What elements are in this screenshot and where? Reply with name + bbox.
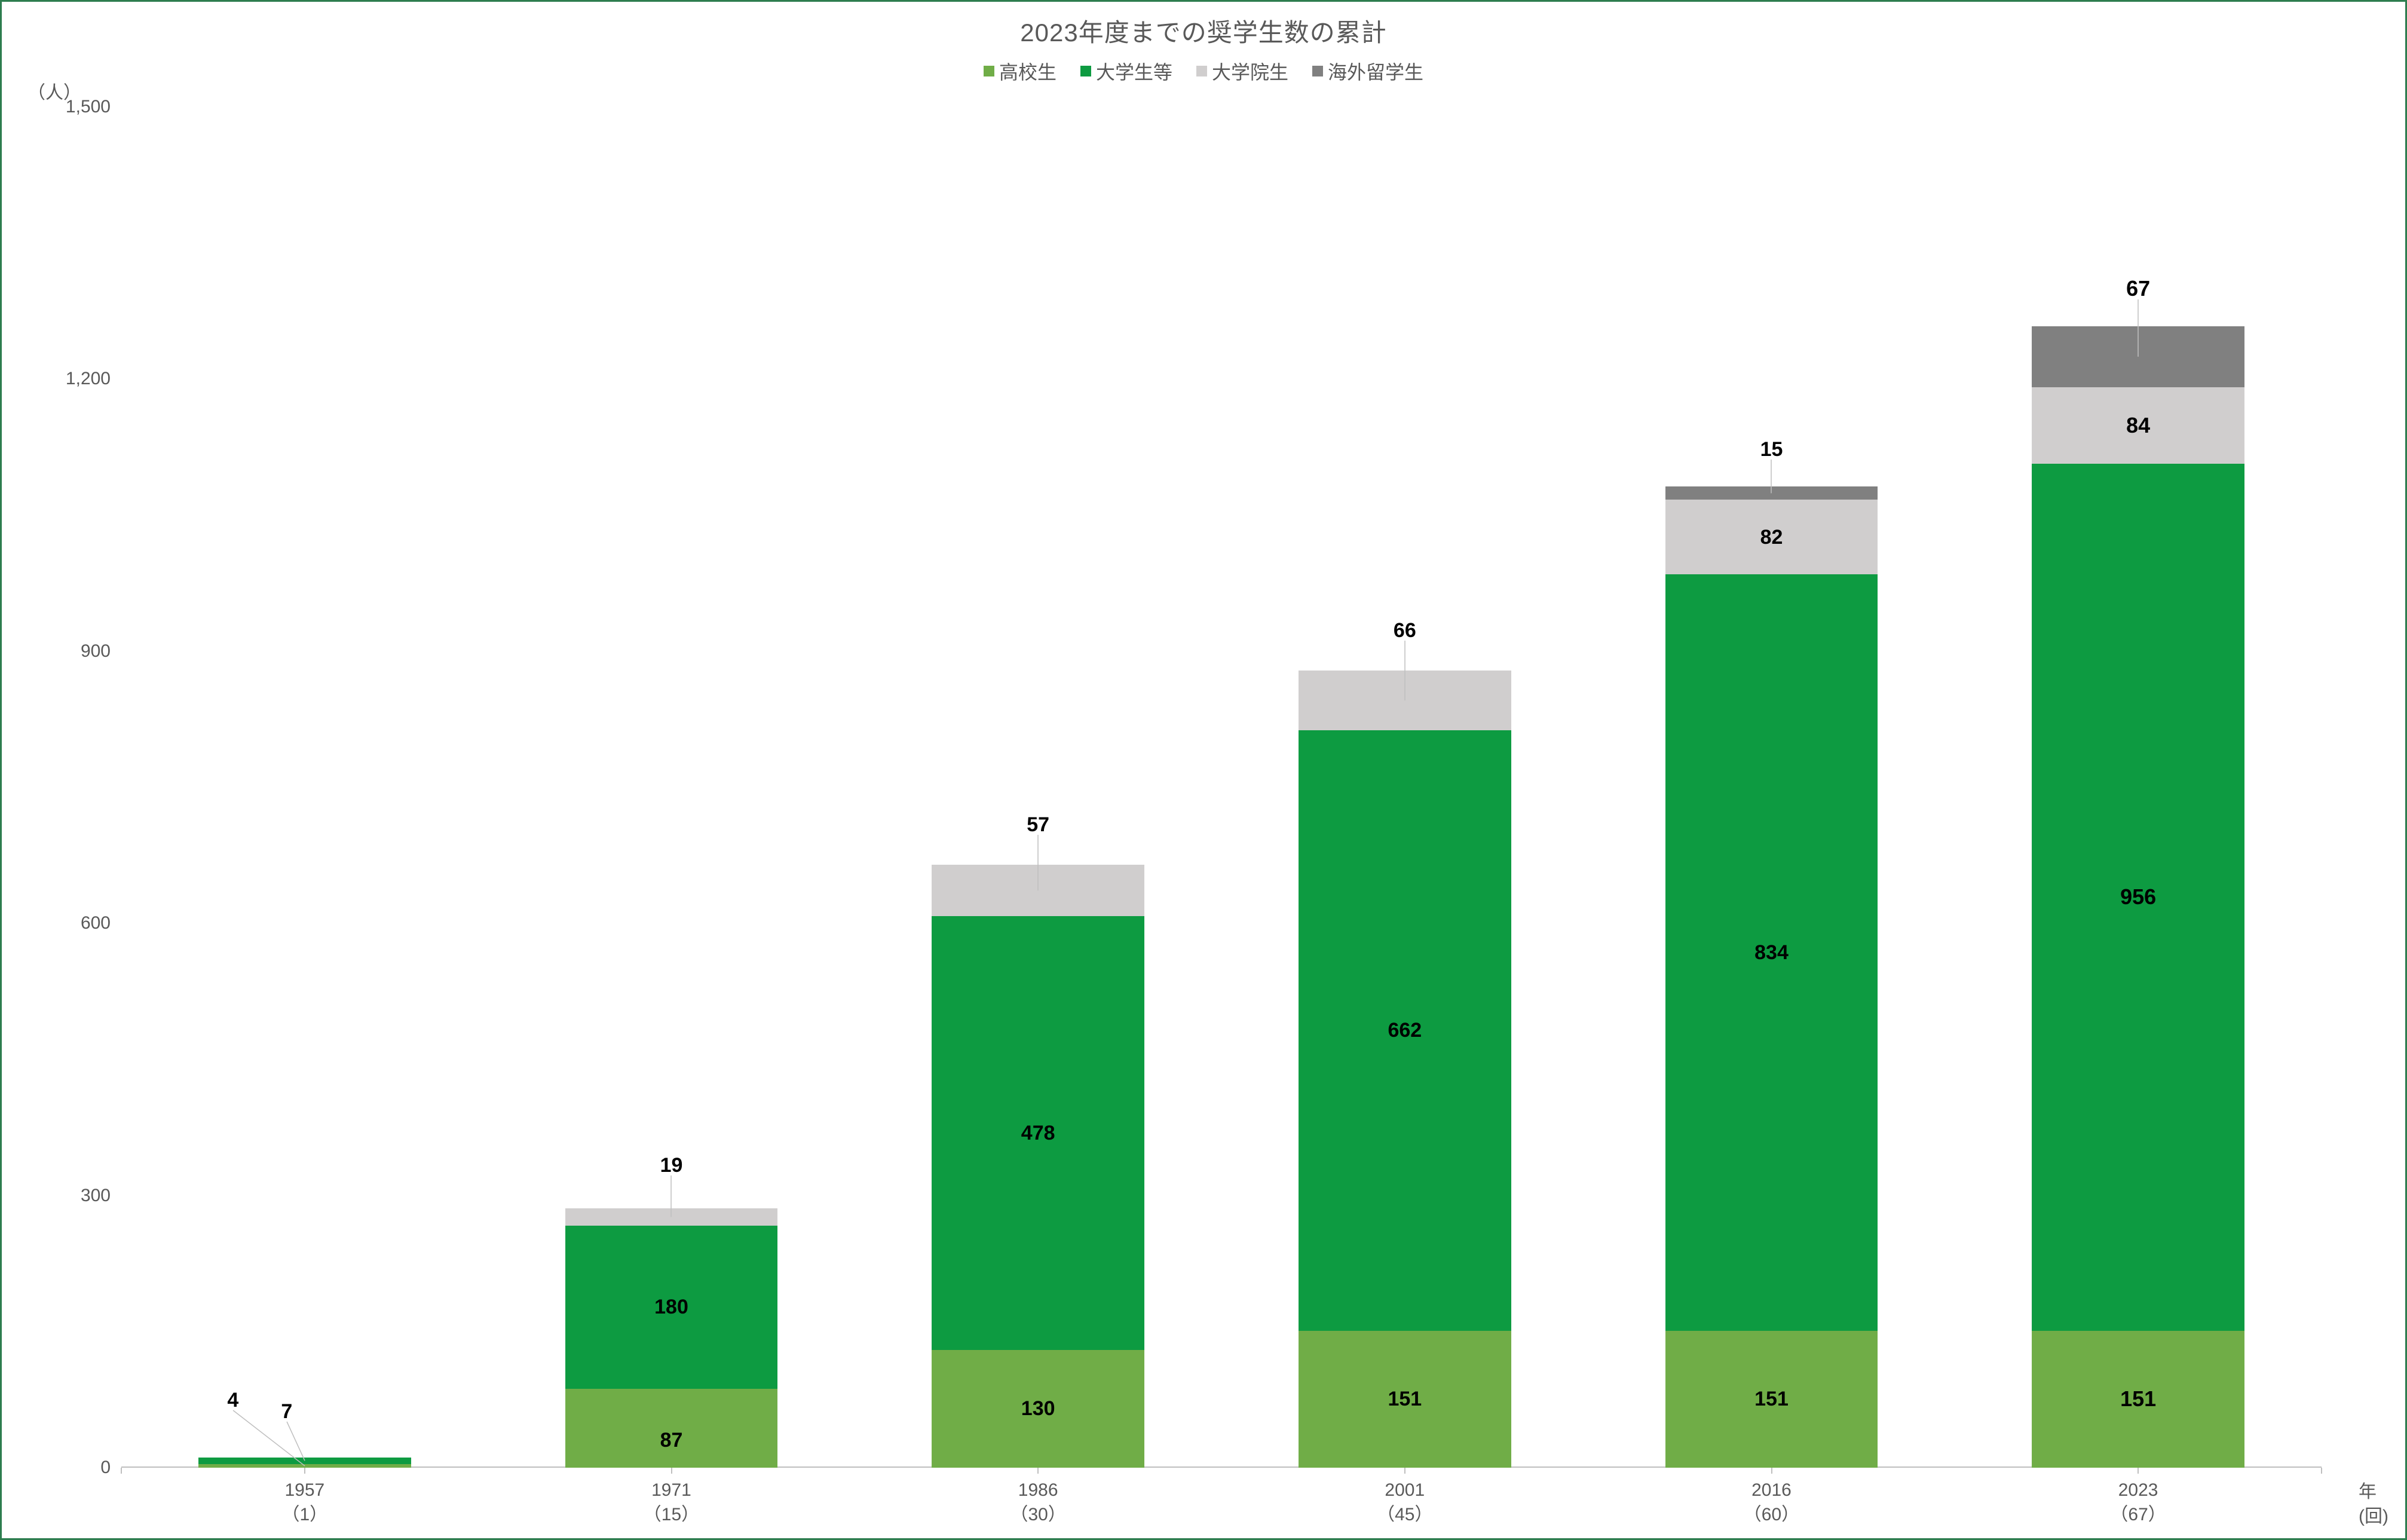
value-callout: 66 (1394, 620, 1416, 641)
bar: 1518348215 (1665, 486, 1878, 1468)
bar-segment (1299, 730, 1511, 1331)
x-tick (1771, 1468, 1772, 1474)
x-tick (304, 1468, 305, 1474)
bar-segment (1665, 500, 1878, 574)
legend-label: 海外留学生 (1328, 57, 1423, 85)
bar-segment (932, 1350, 1144, 1468)
y-tick-label: 600 (81, 913, 121, 933)
bar-segment (2032, 1331, 2244, 1468)
y-tick-label: 900 (81, 641, 121, 662)
bar-segment (198, 1458, 411, 1464)
chart-plot: 4787180191304785715166266151834821515195… (121, 109, 2322, 1468)
x-axis-year: 2023 (1955, 1478, 2322, 1503)
x-axis-round: （15） (488, 1503, 855, 1527)
bar-segment (1299, 1331, 1511, 1468)
legend-label: 大学生等 (1096, 57, 1172, 85)
y-tick-label: 1,500 (66, 97, 121, 117)
x-axis-label: 2016（60） (1588, 1478, 1955, 1538)
x-axis-label: 1971（15） (488, 1478, 855, 1538)
bar: 13047857 (932, 865, 1144, 1468)
bar: 1519568467 (2032, 326, 2244, 1468)
chart-frame: 2023年度までの奨学生数の累計 高校生大学生等大学院生海外留学生 （人） 47… (0, 0, 2407, 1540)
bar-segment (932, 865, 1144, 917)
bar-segment (1665, 1331, 1878, 1468)
bar-segment (565, 1389, 778, 1468)
bar: 47 (198, 1458, 411, 1468)
x-axis-caption: 年 (回) (2359, 1480, 2388, 1529)
x-axis-round: （45） (1221, 1503, 1588, 1527)
legend-swatch (984, 66, 994, 76)
x-axis-round: （1） (121, 1503, 488, 1527)
bar-segment (1299, 671, 1511, 730)
bar-segment (2032, 326, 2244, 387)
x-tick (1037, 1468, 1039, 1474)
chart-title: 2023年度までの奨学生数の累計 (2, 13, 2405, 49)
bar: 15166266 (1299, 671, 1511, 1468)
x-tick (2137, 1468, 2139, 1474)
bar-segment (2032, 464, 2244, 1331)
x-axis-caption-round: (回) (2359, 1505, 2388, 1529)
legend-item: 海外留学生 (1312, 57, 1423, 85)
x-axis-round: （67） (1955, 1503, 2322, 1527)
bar-segment (565, 1226, 778, 1389)
x-axis-year: 1971 (488, 1478, 855, 1503)
bar-segment (1665, 486, 1878, 500)
x-axis-labels: 1957（1）1971（15）1986（30）2001（45）2016（60）2… (121, 1478, 2322, 1538)
x-axis-label: 2001（45） (1221, 1478, 1588, 1538)
legend-label: 大学院生 (1212, 57, 1288, 85)
legend-label: 高校生 (999, 57, 1056, 85)
x-axis-year: 2016 (1588, 1478, 1955, 1503)
bar-segment (932, 916, 1144, 1350)
x-axis-label: 2023（67） (1955, 1478, 2322, 1538)
bar-segment (565, 1208, 778, 1226)
x-axis-label: 1986（30） (855, 1478, 1221, 1538)
x-axis-year: 2001 (1221, 1478, 1588, 1503)
x-tick (2321, 1468, 2322, 1474)
x-axis-round: （60） (1588, 1503, 1955, 1527)
bar-segment (1665, 574, 1878, 1331)
legend-swatch (1080, 66, 1091, 76)
legend-swatch (1196, 66, 1207, 76)
value-callout: 67 (2126, 278, 2150, 299)
legend-item: 大学院生 (1196, 57, 1288, 85)
value-callout: 57 (1027, 815, 1049, 835)
x-tick (121, 1468, 122, 1474)
x-axis-label: 1957（1） (121, 1478, 488, 1538)
x-axis-year: 1957 (121, 1478, 488, 1503)
x-tick (1404, 1468, 1405, 1474)
bars-layer: 4787180191304785715166266151834821515195… (121, 109, 2322, 1468)
chart-plot-wrap: 4787180191304785715166266151834821515195… (121, 109, 2322, 1468)
chart-legend: 高校生 大学生等 大学院生 海外留学生 (2, 57, 2405, 85)
y-tick-label: 1,200 (66, 369, 121, 389)
x-axis-round: （30） (855, 1503, 1221, 1527)
legend-item: 大学生等 (1080, 57, 1172, 85)
y-tick-label: 300 (81, 1186, 121, 1206)
x-axis-caption-year: 年 (2359, 1480, 2388, 1505)
y-tick-label: 0 (100, 1458, 121, 1478)
value-callout: 15 (1760, 439, 1783, 460)
bar-segment (2032, 387, 2244, 464)
value-callout: 4 (227, 1390, 238, 1410)
value-callout: 19 (660, 1155, 683, 1175)
x-axis-year: 1986 (855, 1478, 1221, 1503)
x-tick (671, 1468, 672, 1474)
leader-line (284, 1419, 307, 1463)
value-callout: 7 (281, 1401, 292, 1422)
bar: 8718019 (565, 1208, 778, 1468)
legend-item: 高校生 (984, 57, 1056, 85)
legend-swatch (1312, 66, 1323, 76)
